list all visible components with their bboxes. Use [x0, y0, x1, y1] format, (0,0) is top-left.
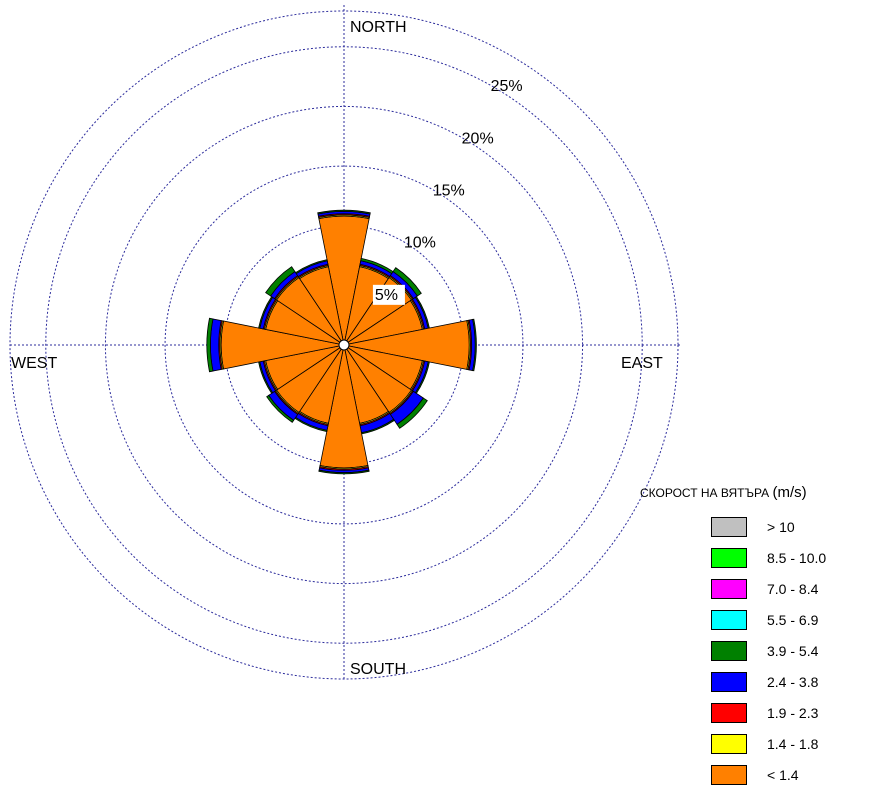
tick-label-20: 20% [462, 130, 494, 147]
legend-title-text: СКОРОСТ НА ВЯТЪРА [640, 486, 770, 500]
tick-label-25: 25% [491, 78, 523, 95]
petal-SW-3.9-5.4 [266, 394, 295, 423]
legend-item: > 10 [711, 511, 870, 542]
legend-label: 8.5 - 10.0 [767, 549, 827, 566]
legend-item: 3.9 - 5.4 [711, 635, 870, 666]
legend-item: 1.4 - 1.8 [711, 728, 870, 759]
legend-title: СКОРОСТ НА ВЯТЪРА (m/s) [640, 484, 870, 501]
petal-W-3.9-5.4 [206, 317, 214, 373]
north-label: NORTH [350, 19, 407, 36]
legend-item: 5.5 - 6.9 [711, 604, 870, 635]
legend-items: > 10 8.5 - 10.0 7.0 - 8.4 5.5 - 6.9 3.9 - 5.… [640, 511, 870, 790]
tick-label-10: 10% [404, 235, 436, 252]
legend-swatch [711, 702, 747, 723]
tick-label-15: 15% [433, 183, 465, 200]
legend-label: 1.9 - 2.3 [767, 704, 819, 721]
legend-label: 2.4 - 3.8 [767, 673, 819, 690]
legend-swatch [711, 578, 747, 599]
legend-label: > 10 [767, 518, 795, 535]
tick-label-bg [372, 284, 405, 305]
legend-label: 1.4 - 1.8 [767, 735, 819, 752]
petal-SE-3.9-5.4 [396, 397, 428, 429]
east-label: EAST [621, 355, 663, 372]
tick-label-5: 5% [375, 287, 398, 304]
petal-N-3.9-5.4 [317, 209, 371, 215]
petal-NE-3.9-5.4 [392, 267, 422, 297]
legend-swatch [711, 516, 747, 537]
legend-item: 1.9 - 2.3 [711, 697, 870, 728]
legend-swatch [711, 609, 747, 630]
petal-NW-3.9-5.4 [265, 266, 296, 297]
legend-item: < 1.4 [711, 759, 870, 790]
legend-swatch [711, 640, 747, 661]
legend-label: < 1.4 [767, 766, 799, 783]
petal-NNW-3.9-5.4 [295, 259, 328, 275]
legend-swatch [711, 764, 747, 785]
legend-item: 2.4 - 3.8 [711, 666, 870, 697]
west-label: WEST [11, 355, 57, 372]
legend-label: 3.9 - 5.4 [767, 642, 819, 659]
legend-item: 7.0 - 8.4 [711, 573, 870, 604]
legend-swatch [711, 671, 747, 692]
legend: СКОРОСТ НА ВЯТЪРА (m/s) > 10 8.5 - 10.0 7.… [640, 484, 870, 790]
legend-label: 5.5 - 6.9 [767, 611, 819, 628]
radial-tick-labels: 5% 10% 15% 20% 25% [372, 78, 523, 305]
petal-S-3.9-5.4 [318, 469, 370, 475]
south-label: SOUTH [350, 661, 406, 678]
legend-label: 7.0 - 8.4 [767, 580, 819, 597]
legend-unit: (m/s) [772, 484, 807, 501]
legend-swatch [711, 547, 747, 568]
legend-swatch [711, 733, 747, 754]
legend-item: 8.5 - 10.0 [711, 542, 870, 573]
calm-center [338, 339, 350, 351]
petal-E-3.9-5.4 [472, 318, 477, 372]
